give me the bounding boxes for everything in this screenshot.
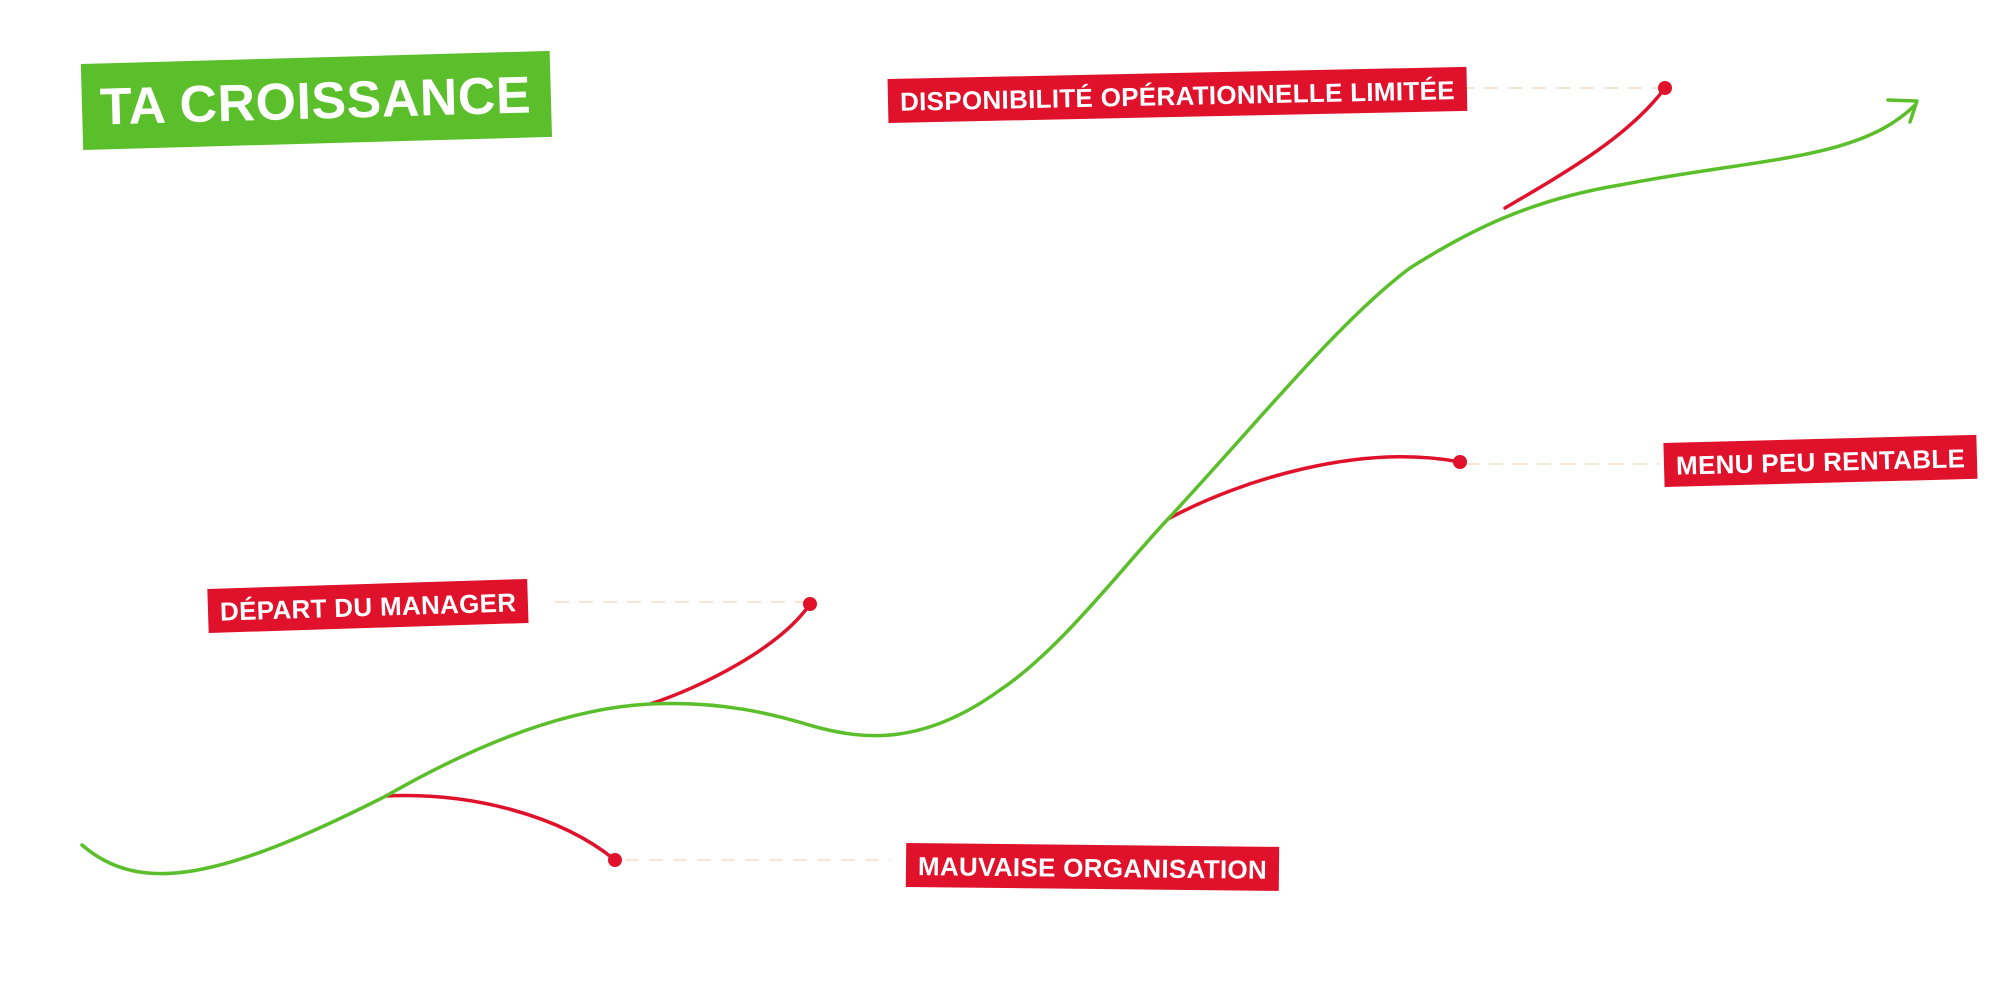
obstacle-dot-organisation	[608, 853, 622, 867]
arrow-head-icon	[1886, 98, 1919, 124]
obstacle-branches	[384, 86, 1667, 862]
obstacle-dots	[608, 81, 1672, 867]
diagram-title: TA CROISSANCE	[80, 50, 553, 150]
obstacle-dot-operational	[1658, 81, 1672, 95]
obstacle-branch-manager	[648, 602, 812, 706]
obstacle-branch-organisation	[384, 793, 617, 862]
leader-lines	[555, 87, 1668, 861]
obstacle-branch-menu	[1166, 455, 1462, 521]
obstacle-branch-operational	[1503, 86, 1667, 210]
obstacle-label-organisation: MAUVAISE ORGANISATION	[905, 843, 1280, 891]
obstacle-label-menu: MENU PEU RENTABLE	[1663, 434, 1978, 487]
obstacle-dot-manager	[803, 597, 817, 611]
growth-curve	[80, 103, 1917, 876]
obstacle-dot-menu	[1453, 455, 1467, 469]
